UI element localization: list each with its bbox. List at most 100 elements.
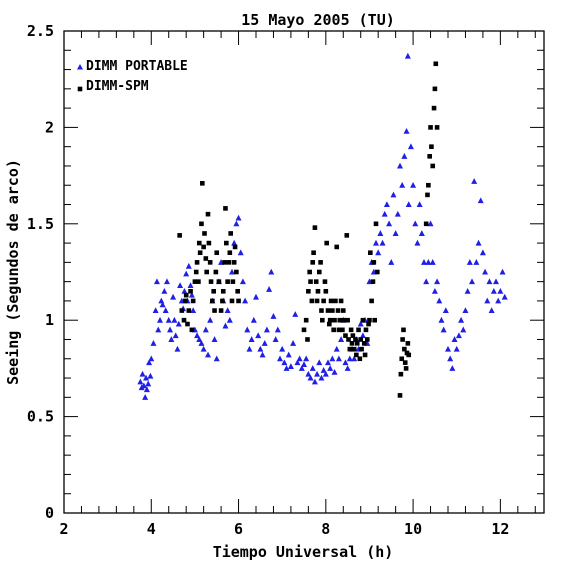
triangle-point xyxy=(270,313,277,319)
triangle-point xyxy=(198,340,205,346)
square-point xyxy=(344,233,350,238)
triangle-point xyxy=(157,316,163,323)
square-point xyxy=(347,346,353,352)
data-points xyxy=(137,52,508,400)
square-point xyxy=(320,317,325,323)
triangle-point xyxy=(318,374,325,381)
square-point xyxy=(202,231,207,236)
square-point xyxy=(310,260,316,265)
square-point xyxy=(334,244,340,250)
square-point xyxy=(319,308,324,313)
square-point xyxy=(324,240,329,246)
triangle-point xyxy=(177,282,184,288)
triangle-point xyxy=(327,365,334,371)
triangle-point xyxy=(196,336,203,342)
triangle-point xyxy=(285,351,292,358)
triangle-point xyxy=(226,316,233,323)
triangle-point xyxy=(464,287,471,294)
triangle-point xyxy=(242,297,249,304)
triangle-point xyxy=(296,355,303,362)
square-point xyxy=(181,317,187,323)
legend: DIMM PORTABLE DIMM-SPM xyxy=(77,59,188,94)
square-point xyxy=(208,279,214,284)
square-point xyxy=(200,181,205,186)
square-point xyxy=(193,269,199,275)
triangle-point xyxy=(344,365,351,371)
plot-border xyxy=(63,30,545,514)
square-point xyxy=(199,221,204,227)
x-axis-label: Tiempo Universal (h) xyxy=(213,543,394,561)
series-0 xyxy=(137,52,508,400)
triangle-point xyxy=(488,307,495,314)
triangle-point xyxy=(455,332,462,339)
triangle-point xyxy=(316,359,323,366)
triangle-point xyxy=(244,326,251,333)
square-point xyxy=(186,308,192,313)
square-point xyxy=(203,256,209,261)
square-point xyxy=(222,260,227,265)
triangle-point xyxy=(163,278,170,285)
x-tick-label: 10 xyxy=(404,520,422,538)
square-point xyxy=(204,269,209,275)
x-tick-label: 12 xyxy=(491,520,509,538)
square-point xyxy=(429,144,434,149)
square-point xyxy=(346,337,351,342)
square-point xyxy=(398,371,404,377)
triangle-point xyxy=(471,178,478,184)
square-point xyxy=(364,337,370,342)
triangle-point xyxy=(239,278,246,285)
square-point xyxy=(196,279,201,284)
square-point xyxy=(343,333,348,338)
triangle-point xyxy=(237,249,244,256)
square-point xyxy=(432,86,438,92)
square-point xyxy=(213,269,219,275)
square-point xyxy=(425,192,430,198)
triangle-point xyxy=(181,287,188,294)
square-point xyxy=(427,154,432,159)
triangle-point xyxy=(185,262,192,269)
square-point xyxy=(360,317,366,323)
triangle-point xyxy=(375,249,382,256)
square-point xyxy=(225,279,230,284)
triangle-point xyxy=(205,351,211,358)
triangle-point xyxy=(477,197,484,204)
square-point xyxy=(351,346,357,352)
triangle-point xyxy=(427,220,434,227)
square-point xyxy=(369,298,374,304)
triangle-point xyxy=(410,181,417,188)
square-point xyxy=(220,298,225,304)
triangle-point xyxy=(233,220,240,227)
triangle-point xyxy=(405,201,412,208)
square-point xyxy=(205,211,211,217)
square-point xyxy=(330,308,335,313)
triangle-point xyxy=(309,365,316,371)
triangle-point xyxy=(281,359,288,366)
triangle-point xyxy=(416,201,423,208)
square-point xyxy=(359,346,364,352)
square-point xyxy=(305,337,310,342)
triangle-point xyxy=(458,316,465,323)
square-point xyxy=(318,260,323,265)
square-point xyxy=(433,61,439,67)
triangle-point xyxy=(207,316,214,323)
square-point xyxy=(340,308,346,313)
square-point xyxy=(434,125,440,130)
square-point xyxy=(311,250,316,256)
chart-title: 15 Mayo 2005 (TU) xyxy=(241,11,395,29)
triangle-point xyxy=(165,316,172,323)
triangle-point xyxy=(495,297,502,304)
triangle-point xyxy=(394,210,401,217)
triangle-point xyxy=(283,365,290,371)
triangle-point xyxy=(150,340,157,346)
legend-triangle-marker xyxy=(77,64,83,70)
triangle-point xyxy=(139,370,146,377)
triangle-point xyxy=(475,239,482,246)
square-point xyxy=(207,260,213,265)
square-point xyxy=(345,317,350,323)
square-point xyxy=(361,341,367,346)
triangle-point xyxy=(145,380,152,387)
square-point xyxy=(303,317,309,323)
square-point xyxy=(406,352,412,358)
square-point xyxy=(224,240,229,246)
